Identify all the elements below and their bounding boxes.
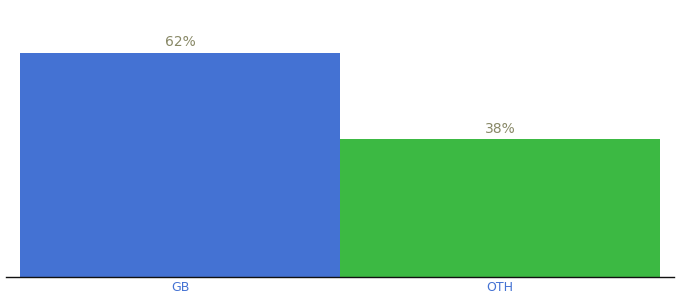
Text: 38%: 38% xyxy=(485,122,515,136)
Bar xyxy=(20,52,340,277)
Text: 62%: 62% xyxy=(165,35,195,49)
Bar xyxy=(340,139,660,277)
